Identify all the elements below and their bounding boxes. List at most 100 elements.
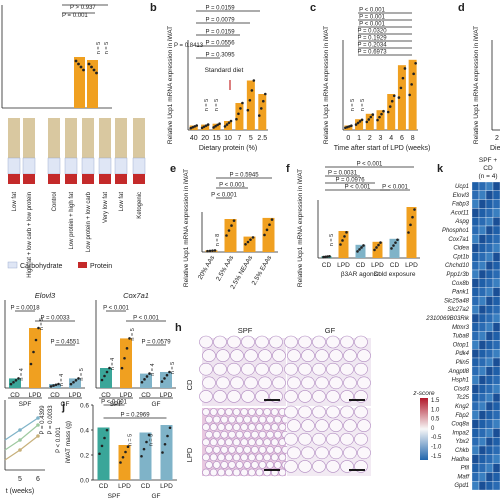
heatmap-cell (478, 322, 487, 332)
axis-label: Relative Ucp1 mRNA expression in iWAT (167, 26, 174, 144)
panel-title: Cox7a1 (123, 291, 149, 300)
heatmap-cell (492, 366, 500, 376)
data-point (392, 244, 395, 247)
data-point (229, 119, 233, 123)
heatmap-cell (478, 296, 487, 306)
adipocyte (326, 405, 340, 419)
adipocyte (199, 390, 213, 403)
heatmap-cell (485, 349, 494, 359)
bar (372, 241, 383, 258)
panel-letter-f: f (286, 163, 290, 175)
data-point (225, 123, 229, 126)
heatmap-cell (485, 357, 494, 367)
adipocyte (213, 335, 227, 349)
adipocyte (284, 405, 298, 419)
heatmap-cell (478, 331, 487, 341)
data-point (239, 107, 242, 110)
data-point (163, 377, 166, 380)
adipocyte (251, 415, 259, 424)
adipocyte (220, 430, 229, 439)
heatmap-cell (492, 278, 500, 288)
data-point (204, 124, 208, 127)
adipocyte (329, 419, 343, 432)
axis-label: Relative Ucp1 mRNA expression in iWAT (183, 169, 190, 287)
tick-label: 10 (224, 135, 232, 142)
adipocyte (270, 453, 279, 462)
p-value: P < 0.001 (345, 185, 371, 191)
p-value: P < 0.001 (359, 8, 385, 14)
stack-carbohydrate (81, 157, 95, 175)
heatmap-cell (492, 393, 500, 403)
adipocyte (232, 453, 241, 462)
adipocyte (340, 432, 354, 446)
bar (258, 94, 267, 130)
adipocyte (217, 438, 226, 447)
stack-fat (82, 118, 94, 158)
data-point (161, 451, 164, 454)
heatmap-cell (485, 208, 494, 218)
adipocyte (248, 453, 256, 462)
adipocyte (272, 349, 286, 362)
heatmap-cell (492, 472, 500, 482)
tick-label: 4 (389, 135, 393, 142)
adipocyte (255, 453, 264, 462)
adipocyte (217, 453, 226, 462)
adipocyte (202, 438, 210, 447)
gene-label: Cisd3 (454, 386, 470, 392)
adipocyte (273, 461, 282, 469)
data-point (148, 372, 151, 375)
data-point (34, 338, 38, 342)
adipocyte (216, 376, 230, 390)
colorbar-tick-label: 0.5 (431, 417, 440, 423)
heatmap-cell (478, 437, 487, 447)
data-point (29, 362, 33, 366)
data-point (410, 83, 413, 86)
group-label: β3AR agonist (341, 271, 380, 278)
adipocyte (232, 438, 241, 447)
data-point (252, 79, 256, 82)
data-point (108, 366, 111, 370)
adipocyte (202, 468, 210, 477)
adipocyte (248, 438, 256, 447)
adipocyte (312, 335, 326, 349)
adipocyte (326, 362, 340, 376)
heatmap-cell (471, 181, 480, 191)
adipocyte (213, 390, 227, 403)
data-point (268, 223, 271, 227)
adipocyte (343, 376, 357, 390)
bar (69, 378, 81, 388)
gene-label: Chchd10 (445, 263, 470, 269)
p-value: P = 0.0976 (335, 178, 365, 184)
heatmap-cell (485, 261, 494, 271)
data-point (227, 229, 231, 232)
data-point (251, 236, 255, 239)
tick-label: Very low fat (103, 192, 109, 223)
data-point (32, 350, 35, 354)
p-value: P > 0.937 (70, 5, 96, 11)
data-point (208, 249, 212, 253)
stack-fat (99, 118, 111, 158)
axis-label: t (weeks) (6, 488, 34, 495)
data-point (166, 434, 169, 438)
n-label: n = 5 (170, 362, 176, 374)
bar (365, 113, 374, 130)
heatmap-cell (485, 366, 494, 376)
adipocyte (232, 468, 241, 477)
stack-fat (48, 118, 60, 158)
tick-label: 5 (249, 135, 253, 142)
adipocyte (255, 335, 269, 349)
y-tick-label: 0.6 (80, 403, 89, 410)
heatmap-cell (492, 463, 500, 473)
tick-label: LPD (120, 392, 133, 399)
gene-label: Chkb (455, 448, 470, 454)
stack-carbohydrate (64, 157, 78, 175)
heatmap-cell (485, 410, 494, 420)
data-point (386, 110, 390, 114)
p-value: P < 0.001 (382, 185, 408, 191)
heatmap-cell (471, 419, 480, 429)
data-point (211, 249, 214, 252)
data-point (125, 347, 129, 350)
heatmap-cell (478, 393, 487, 403)
heatmap-cell (478, 287, 487, 297)
heatmap-cell (471, 410, 480, 420)
